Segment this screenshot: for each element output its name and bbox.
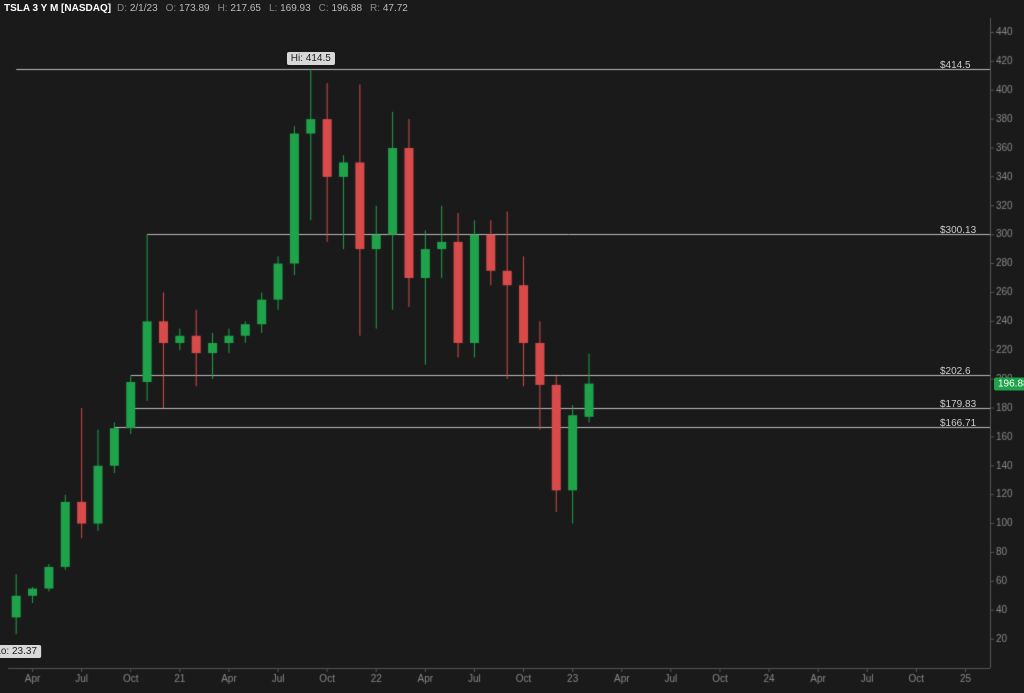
hi-annotation: Hi: 414.5 <box>287 52 335 65</box>
header-low: L: 169.93 <box>269 3 311 14</box>
current-price-tag: 196.88 <box>994 377 1024 390</box>
hline-label: $414.5 <box>940 60 971 71</box>
header-high: H: 217.65 <box>218 3 261 14</box>
candlestick-canvas[interactable] <box>0 0 1024 693</box>
header-date: D: 2/1/23 <box>117 3 158 14</box>
header-close: C: 196.88 <box>319 3 362 14</box>
hline-label: $179.83 <box>940 399 976 410</box>
hline-label: $300.13 <box>940 225 976 236</box>
header-range: R: 47.72 <box>370 3 408 14</box>
header-open: O: 173.89 <box>166 3 210 14</box>
lo-annotation: Lo: 23.37 <box>0 645 41 658</box>
chart-container: TSLA 3 Y M [NASDAQ] D: 2/1/23 O: 173.89 … <box>0 0 1024 693</box>
symbol-label: TSLA 3 Y M [NASDAQ] <box>4 3 111 14</box>
hline-label: $166.71 <box>940 418 976 429</box>
chart-header: TSLA 3 Y M [NASDAQ] D: 2/1/23 O: 173.89 … <box>0 0 1024 16</box>
hline-label: $202.6 <box>940 366 971 377</box>
